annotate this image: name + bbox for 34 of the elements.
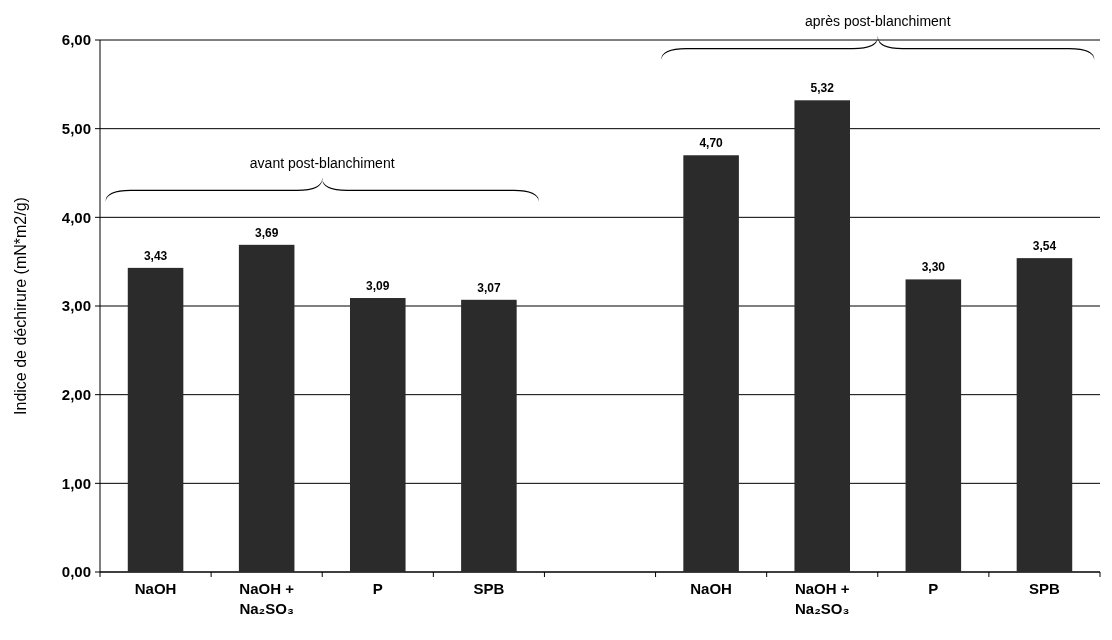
y-tick-label: 5,00 [61, 119, 91, 137]
data-label: 3,69 [254, 225, 279, 240]
y-axis-title: Indice de déchirure (mN*m2/g) [12, 197, 29, 415]
y-tick-label: 2,00 [61, 385, 91, 403]
bar [461, 299, 517, 572]
y-tick-label: 6,00 [61, 31, 91, 49]
x-tick-label: NaOH [690, 580, 732, 597]
x-tick-label: P [928, 580, 939, 597]
bar [905, 279, 962, 572]
y-tick-label: 1,00 [61, 474, 91, 492]
bar [683, 155, 739, 572]
data-label: 3,09 [366, 279, 390, 294]
bar [1016, 258, 1073, 572]
x-tick-label: SPB [473, 580, 505, 597]
x-tick-label: NaOH [134, 580, 177, 597]
data-label: 3,30 [921, 260, 946, 275]
bar [238, 244, 295, 572]
data-label: 4,70 [699, 136, 724, 151]
y-tick-label: 0,00 [61, 563, 91, 581]
data-label: 3,07 [477, 280, 501, 295]
y-tick-label: 4,00 [61, 208, 91, 226]
data-label: 3,54 [1032, 239, 1057, 254]
bar [127, 267, 184, 572]
bar [350, 298, 406, 572]
data-label: 3,43 [143, 248, 168, 263]
x-tick-label: P [372, 580, 383, 597]
annotation: avant post-blanchiment [249, 154, 395, 171]
text: après post-blanchiment [805, 13, 951, 29]
x-tick-label: NaOH + Na₂SO₃ [239, 580, 295, 617]
data-label: 5,32 [810, 81, 835, 96]
y-tick-label: 3,00 [61, 297, 91, 315]
x-tick-label: SPB [1029, 580, 1061, 597]
x-tick-label: NaOH + Na₂SO₃ [794, 580, 850, 617]
bar [794, 100, 850, 572]
